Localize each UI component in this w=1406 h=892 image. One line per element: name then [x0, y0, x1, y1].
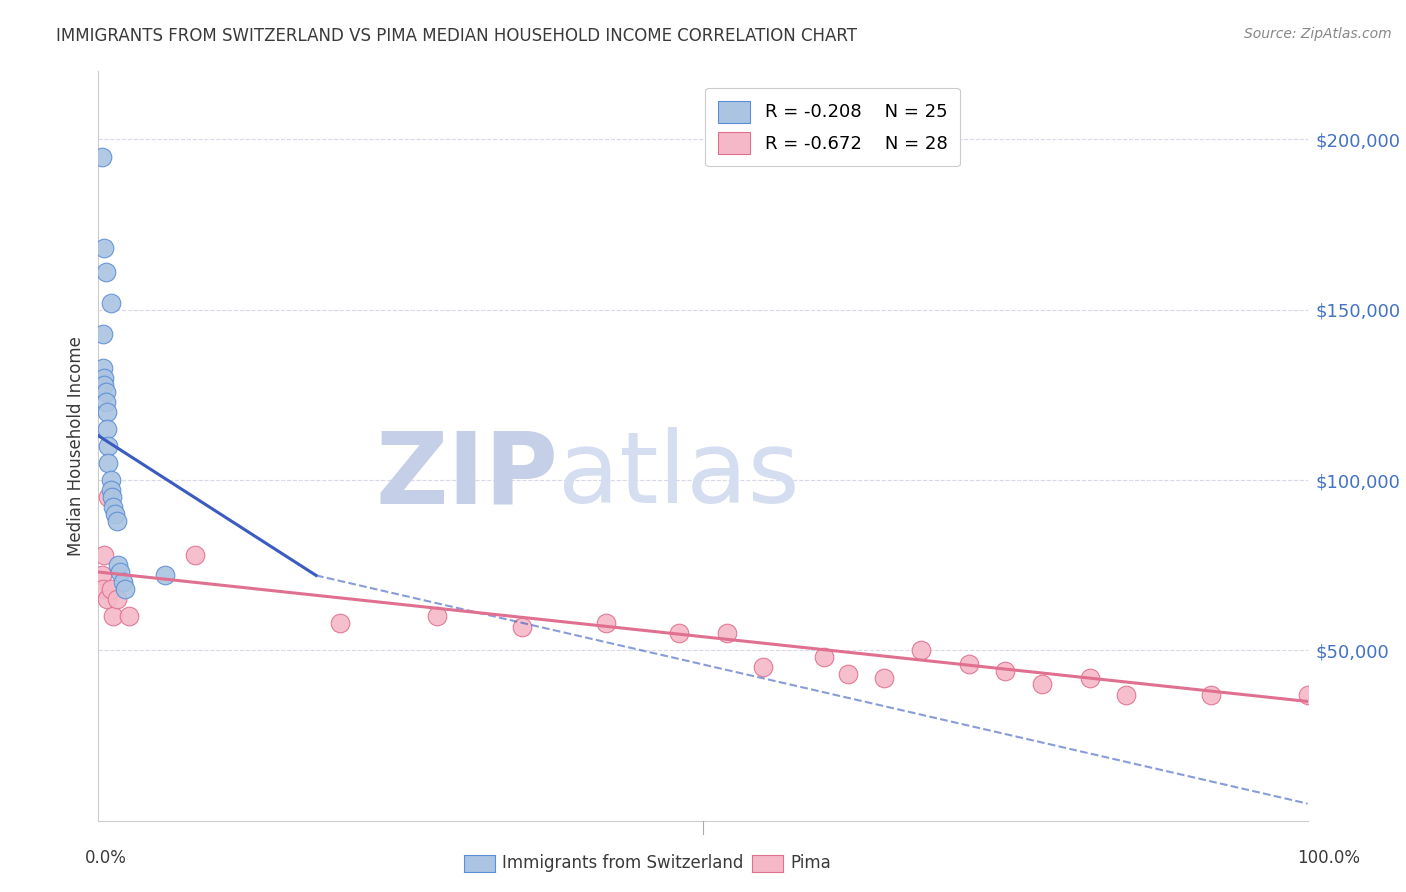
Point: [100, 473, 122, 487]
Point: [100, 296, 122, 310]
Point: [96, 422, 118, 436]
Point: [1199, 688, 1222, 702]
Point: [153, 568, 176, 582]
Point: [105, 592, 128, 607]
Point: [118, 609, 141, 624]
Point: [100, 490, 122, 504]
Point: [100, 483, 122, 498]
Text: 0.0%: 0.0%: [84, 849, 127, 867]
Point: [107, 558, 129, 573]
Point: [184, 548, 207, 562]
Point: [813, 650, 835, 665]
Point: [91, 568, 114, 582]
Point: [329, 616, 352, 631]
Text: Immigrants from Switzerland: Immigrants from Switzerland: [502, 855, 744, 872]
Point: [105, 514, 128, 528]
Text: Pima: Pima: [790, 855, 831, 872]
Point: [93, 242, 115, 256]
Point: [91, 360, 114, 375]
Point: [426, 609, 449, 624]
Point: [93, 548, 115, 562]
Point: [1115, 688, 1137, 702]
Point: [1031, 677, 1053, 691]
Text: ZIP: ZIP: [375, 427, 558, 524]
Point: [97, 490, 120, 504]
Point: [91, 149, 114, 163]
Point: [668, 626, 690, 640]
Text: 100.0%: 100.0%: [1298, 849, 1360, 867]
Point: [595, 616, 617, 631]
Point: [873, 671, 896, 685]
Text: Source: ZipAtlas.com: Source: ZipAtlas.com: [1244, 27, 1392, 41]
Point: [101, 609, 124, 624]
Point: [94, 265, 117, 279]
Text: IMMIGRANTS FROM SWITZERLAND VS PIMA MEDIAN HOUSEHOLD INCOME CORRELATION CHART: IMMIGRANTS FROM SWITZERLAND VS PIMA MEDI…: [56, 27, 858, 45]
Legend: R = -0.208    N = 25, R = -0.672    N = 28: R = -0.208 N = 25, R = -0.672 N = 28: [704, 88, 960, 166]
Point: [94, 394, 117, 409]
Point: [96, 592, 118, 607]
Point: [1296, 688, 1319, 702]
Point: [104, 507, 127, 521]
Point: [94, 384, 117, 399]
Point: [837, 667, 859, 681]
Point: [96, 405, 118, 419]
Point: [97, 439, 120, 453]
Point: [957, 657, 980, 671]
Point: [510, 619, 533, 633]
Point: [910, 643, 932, 657]
Point: [994, 664, 1017, 678]
Point: [111, 575, 134, 590]
Point: [101, 500, 124, 515]
Point: [93, 377, 115, 392]
Point: [91, 582, 114, 596]
Point: [100, 582, 122, 596]
Point: [1078, 671, 1101, 685]
Point: [716, 626, 738, 640]
Point: [97, 456, 120, 470]
Point: [108, 565, 131, 579]
Point: [91, 326, 114, 341]
Point: [93, 371, 115, 385]
Y-axis label: Median Household Income: Median Household Income: [66, 336, 84, 556]
Point: [114, 582, 136, 596]
Point: [752, 660, 775, 674]
Text: atlas: atlas: [558, 427, 800, 524]
